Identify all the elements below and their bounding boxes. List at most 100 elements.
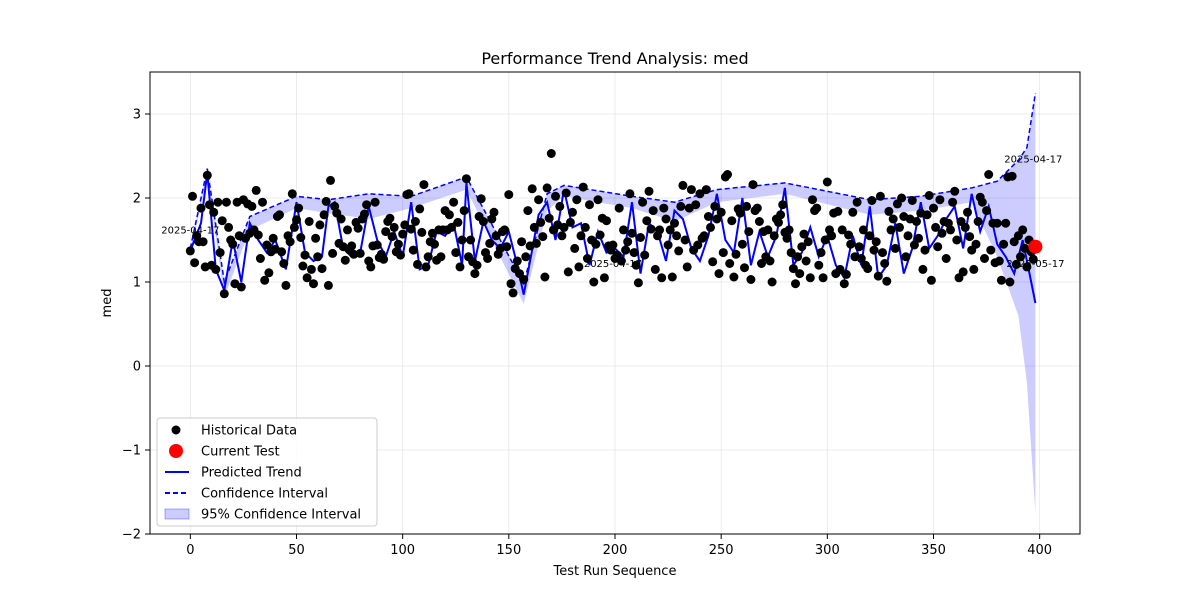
historical-point [748, 180, 758, 190]
historical-point [619, 225, 628, 235]
historical-point [822, 177, 832, 187]
historical-point [417, 227, 427, 237]
y-tick-label: −2 [122, 528, 141, 543]
historical-point [782, 233, 792, 243]
historical-point [568, 207, 577, 217]
historical-point [258, 197, 267, 207]
historical-point [716, 207, 726, 217]
historical-point [309, 279, 318, 289]
historical-point [410, 217, 420, 226]
historical-point [808, 195, 817, 205]
historical-point [523, 206, 533, 216]
data-layer [185, 92, 1043, 513]
historical-point [644, 186, 654, 196]
historical-point [960, 222, 970, 232]
historical-point [846, 239, 856, 249]
historical-point [281, 280, 291, 290]
historical-point [589, 277, 599, 287]
historical-point [680, 235, 690, 245]
historical-point [863, 264, 873, 274]
historical-point [992, 218, 1002, 228]
historical-point [912, 217, 921, 226]
historical-point [387, 232, 397, 242]
historical-point [476, 194, 486, 204]
historical-point [820, 235, 830, 245]
historical-point [1001, 218, 1011, 228]
x-tick-label: 300 [815, 543, 840, 558]
historical-point [595, 230, 605, 240]
y-tick-label: 1 [133, 276, 141, 291]
historical-point [920, 245, 930, 255]
historical-point [315, 220, 325, 230]
historical-point [791, 279, 800, 289]
historical-point [228, 239, 238, 249]
x-tick-label: 0 [186, 543, 194, 558]
historical-point [451, 248, 461, 258]
historical-point [848, 207, 858, 217]
historical-point [1011, 259, 1021, 269]
historical-point [544, 213, 554, 223]
historical-point [313, 252, 323, 262]
historical-point [723, 170, 732, 179]
y-axis-label: med [100, 289, 115, 318]
legend-label: 95% Confidence Interval [201, 508, 361, 523]
historical-point [650, 264, 660, 274]
historical-point [529, 222, 539, 232]
historical-point [740, 263, 749, 273]
historical-point [640, 250, 650, 260]
y-tick-label: −1 [122, 444, 141, 459]
historical-point [835, 264, 845, 274]
historical-point [561, 188, 571, 198]
historical-point [275, 210, 284, 220]
historical-point [629, 248, 639, 258]
historical-point [795, 269, 805, 279]
historical-point [714, 269, 724, 279]
historical-point [555, 201, 565, 211]
historical-point [737, 239, 747, 249]
historical-point [805, 273, 815, 283]
historical-point [646, 224, 656, 234]
historical-point [255, 254, 265, 263]
historical-point [538, 232, 548, 242]
historical-point [534, 195, 544, 205]
historical-point [765, 256, 775, 266]
historical-point [447, 222, 456, 232]
historical-point [812, 203, 822, 213]
historical-point [965, 232, 975, 242]
historical-point [996, 275, 1006, 285]
historical-point [665, 225, 675, 235]
x-axis-label: Test Run Sequence [553, 564, 677, 579]
historical-point [854, 242, 864, 252]
historical-point [657, 273, 667, 283]
historical-point [319, 210, 329, 220]
historical-point [663, 240, 673, 250]
historical-point [546, 149, 556, 158]
historical-point [336, 214, 346, 224]
historical-point [372, 240, 382, 250]
historical-point [718, 248, 728, 258]
historical-point [211, 264, 221, 274]
historical-point [638, 197, 648, 207]
historical-point [215, 248, 225, 258]
historical-point [869, 245, 879, 255]
annotations: 2025-04-17 2025-04-17 2025-04-17 2025-05-17 [161, 155, 1064, 270]
historical-point [710, 201, 720, 211]
historical-point [190, 258, 200, 268]
historical-point [801, 256, 811, 266]
historical-point [466, 235, 476, 245]
historical-point [731, 249, 741, 259]
historical-point [572, 195, 582, 205]
historical-point [799, 229, 809, 239]
historical-point [565, 217, 575, 227]
historical-point [444, 210, 454, 220]
historical-point [453, 217, 463, 227]
historical-point [404, 189, 414, 199]
historical-point [931, 222, 941, 232]
legend: Historical Data Current Test Predicted Tre… [156, 417, 378, 527]
historical-point [963, 207, 972, 217]
historical-point [343, 225, 352, 235]
historical-point [735, 208, 745, 218]
historical-point [852, 197, 862, 207]
historical-point [198, 237, 208, 247]
historical-point [449, 197, 459, 207]
